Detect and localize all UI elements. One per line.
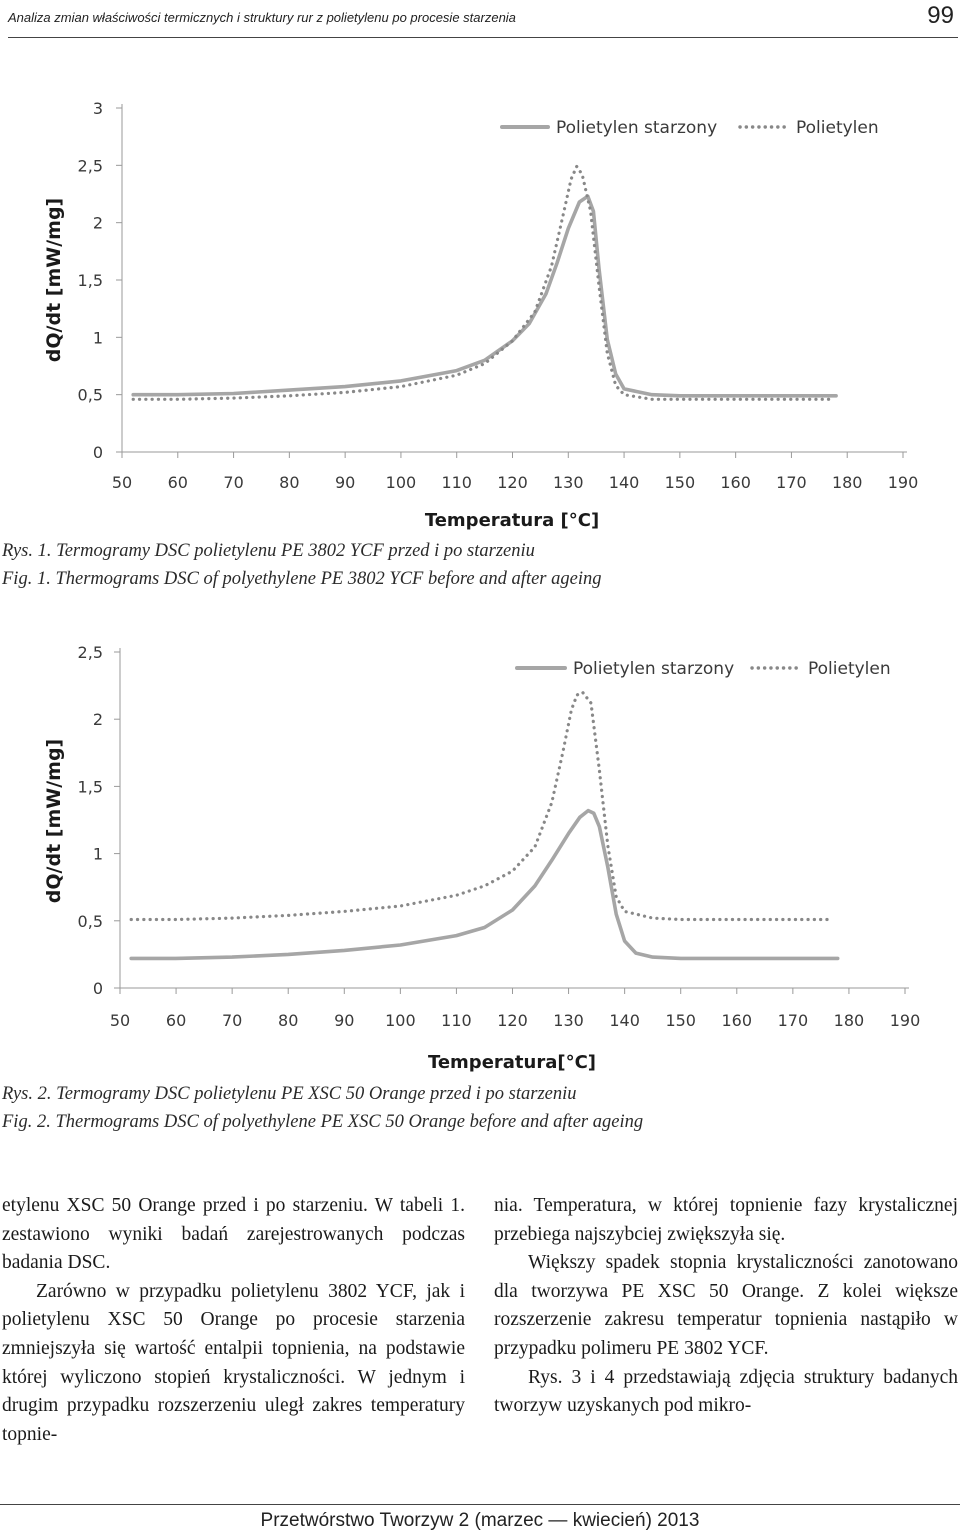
y-axis-label: dQ/dt [mW/mg] <box>43 198 65 362</box>
x-tick-label: 180 <box>834 1011 865 1030</box>
page-number: 99 <box>927 2 954 29</box>
legend-label: Polietylen <box>808 659 891 679</box>
x-tick-label: 90 <box>335 473 355 492</box>
x-tick-label: 130 <box>553 1011 584 1030</box>
x-tick-label: 140 <box>609 473 640 492</box>
x-tick-label: 110 <box>441 1011 472 1030</box>
x-tick-label: 180 <box>832 473 863 492</box>
x-tick-label: 90 <box>334 1011 354 1030</box>
x-tick-label: 170 <box>776 473 807 492</box>
x-tick-label: 100 <box>386 473 417 492</box>
legend-label: Polietylen starzony <box>556 118 717 138</box>
y-tick-label: 1,5 <box>78 777 103 796</box>
x-tick-label: 160 <box>720 473 751 492</box>
running-header: Analiza zmian właściwości termicznych i … <box>8 2 958 38</box>
series-line-polietylen <box>131 164 833 401</box>
legend-label: Polietylen starzony <box>573 659 734 679</box>
y-tick-label: 0,5 <box>78 912 103 931</box>
x-tick-label: 110 <box>441 473 472 492</box>
y-tick-label: 0 <box>93 979 103 998</box>
footer-rule <box>0 1504 960 1505</box>
x-tick-label: 150 <box>665 1011 696 1030</box>
x-tick-label: 170 <box>778 1011 809 1030</box>
x-axis-label: Temperatura[°C] <box>428 1052 596 1073</box>
x-tick-label: 50 <box>110 1011 130 1030</box>
legend-label: Polietylen <box>796 118 879 138</box>
journal-name: Przetwórstwo Tworzyw 2 (marzec — kwiecie… <box>260 1510 700 1531</box>
series-line-polietylen-starzony <box>129 808 840 961</box>
running-title: Analiza zmian właściwości termicznych i … <box>8 10 516 25</box>
x-tick-label: 140 <box>609 1011 640 1030</box>
x-tick-label: 70 <box>222 1011 242 1030</box>
paragraph: Większy spadek stopnia krystaliczności z… <box>494 1252 958 1359</box>
paragraph: etylenu XSC 50 Orange przed i po starzen… <box>2 1195 465 1274</box>
x-tick-label: 80 <box>279 473 299 492</box>
y-tick-label: 2,5 <box>78 156 103 175</box>
figure-1-caption-pl: Rys. 1. Termogramy DSC polietylenu PE 38… <box>2 541 535 561</box>
header-rule <box>8 37 958 38</box>
series-line-polietylen-starzony <box>131 194 838 398</box>
x-tick-label: 70 <box>223 473 243 492</box>
x-tick-label: 50 <box>112 473 132 492</box>
x-tick-label: 100 <box>385 1011 416 1030</box>
right-column: nia. Temperatura, w której topnienie faz… <box>494 1192 958 1421</box>
paragraph: Rys. 3 i 4 przedstawiają zdjęcia struktu… <box>494 1366 958 1417</box>
paragraph: nia. Temperatura, w której topnienie faz… <box>494 1195 958 1245</box>
y-tick-label: 1 <box>93 845 103 864</box>
y-tick-label: 2 <box>93 710 103 729</box>
footer: Przetwórstwo Tworzyw 2 (marzec — kwiecie… <box>0 1510 960 1532</box>
figure-2-caption-pl: Rys. 2. Termogramy DSC polietylenu PE XS… <box>2 1084 577 1104</box>
figure-2-caption-en: Fig. 2. Thermograms DSC of polyethylene … <box>2 1112 644 1132</box>
paragraph: Zarówno w przypadku polietylenu 3802 YCF… <box>2 1280 465 1445</box>
x-axis-label: Temperatura [°C] <box>425 510 599 531</box>
y-tick-label: 0,5 <box>78 386 103 405</box>
x-tick-label: 60 <box>166 1011 186 1030</box>
x-tick-label: 130 <box>553 473 584 492</box>
x-tick-label: 60 <box>168 473 188 492</box>
series-line-polietylen <box>129 690 834 922</box>
x-tick-label: 80 <box>278 1011 298 1030</box>
y-tick-label: 2,5 <box>78 643 103 662</box>
x-tick-label: 150 <box>665 473 696 492</box>
y-axis-label: dQ/dt [mW/mg] <box>43 739 65 903</box>
figure-1-chart: 0 0,5 1 1,5 2 2,5 3 50 60 70 80 90 100 110 120 130 140 15… <box>43 99 919 531</box>
x-tick-label: 190 <box>890 1011 921 1030</box>
y-tick-label: 1,5 <box>78 271 103 290</box>
y-tick-label: 0 <box>93 443 103 462</box>
x-tick-label: 120 <box>497 473 528 492</box>
y-tick-label: 1 <box>93 328 103 347</box>
y-tick-label: 3 <box>93 99 103 118</box>
left-column: etylenu XSC 50 Orange przed i po starzen… <box>2 1192 465 1449</box>
figure-2-chart: 0 0,5 1 1,5 2 2,5 50 60 70 80 90 100 110 120 130 140 150… <box>43 643 921 1073</box>
x-tick-label: 190 <box>888 473 919 492</box>
figure-1-caption-en: Fig. 1. Thermograms DSC of polyethylene … <box>2 569 602 589</box>
x-tick-label: 120 <box>497 1011 528 1030</box>
x-tick-label: 160 <box>722 1011 753 1030</box>
y-tick-label: 2 <box>93 214 103 233</box>
